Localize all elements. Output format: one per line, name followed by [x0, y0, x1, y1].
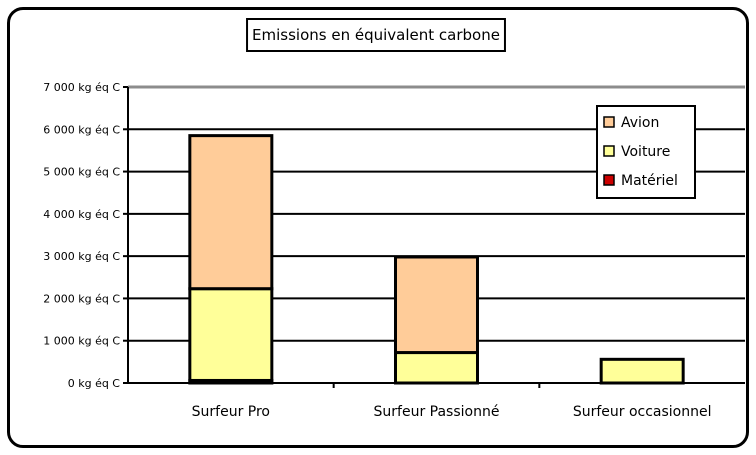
axes-layer [123, 86, 745, 388]
y-tick-label: 5 000 kg éq C [43, 166, 120, 179]
legend-swatch [603, 145, 615, 157]
category-label: Surfeur occasionnel [573, 404, 712, 420]
category-label: Surfeur Passionné [374, 404, 500, 420]
chart-title-box: Emissions en équivalent carbone [246, 18, 506, 52]
bars-layer [188, 134, 685, 385]
legend-label: Avion [621, 115, 659, 131]
y-tick-label: 0 kg éq C [68, 377, 121, 390]
bar-voiture-3 [599, 357, 685, 385]
y-tick-labels: 0 kg éq C 1 000 kg éq C 2 000 kg éq C 3 000… [43, 81, 120, 390]
legend-label: Matériel [621, 173, 678, 189]
legend: Avion Voiture Matériel [596, 105, 696, 199]
legend-label: Voiture [621, 144, 670, 160]
legend-swatch [603, 116, 615, 128]
bar-avion-1 [188, 134, 274, 291]
y-tick-label: 4 000 kg éq C [43, 208, 120, 221]
y-tick-label: 6 000 kg éq C [43, 123, 120, 136]
y-tick-label: 7 000 kg éq C [43, 81, 120, 94]
chart-title: Emissions en équivalent carbone [252, 26, 500, 44]
bar-voiture-1 [188, 287, 274, 382]
y-tick-label: 1 000 kg éq C [43, 335, 120, 348]
category-label: Surfeur Pro [192, 404, 270, 420]
y-tick-label: 3 000 kg éq C [43, 250, 120, 263]
x-category-labels: Surfeur Pro Surfeur Passionné Surfeur occa… [192, 404, 712, 420]
title-box [246, 18, 506, 52]
bar-voiture-2 [394, 351, 479, 385]
y-tick-label: 2 000 kg éq C [43, 292, 120, 305]
legend-swatch [603, 174, 615, 186]
bar-avion-2 [394, 255, 479, 355]
